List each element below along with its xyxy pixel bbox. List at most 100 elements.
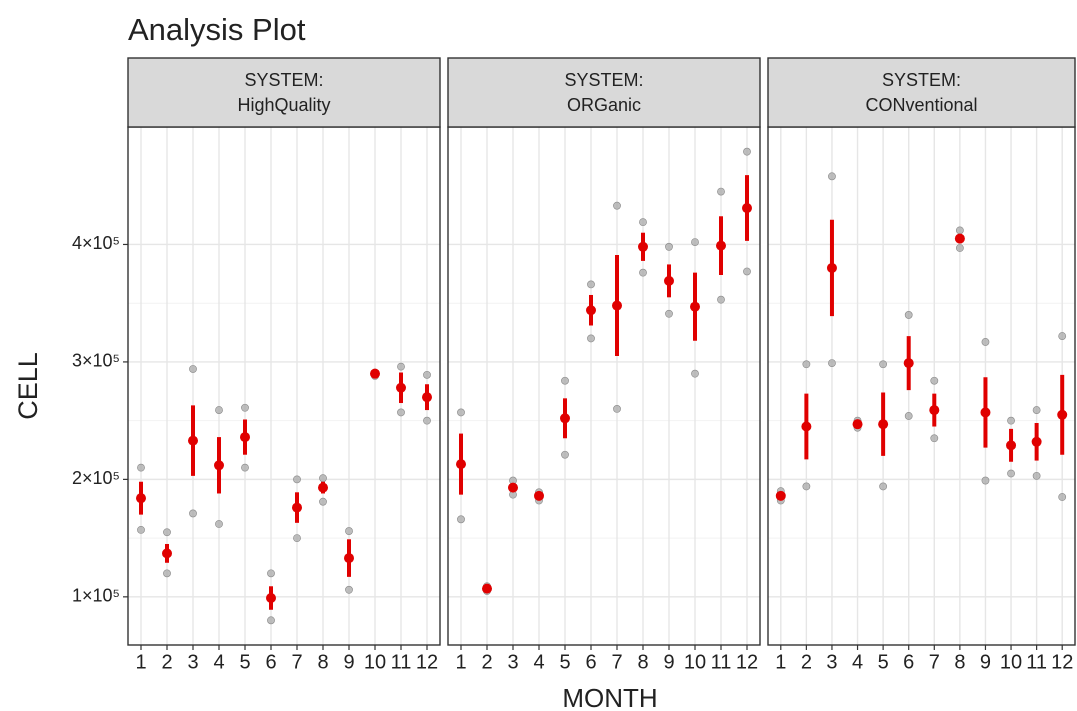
raw-point xyxy=(293,475,301,484)
raw-point xyxy=(1032,471,1041,480)
x-tick-label: 5 xyxy=(559,651,570,673)
raw-point xyxy=(319,474,327,483)
mean-point xyxy=(188,435,198,446)
raw-point xyxy=(457,408,465,417)
mean-point xyxy=(292,502,302,513)
raw-point xyxy=(345,527,353,535)
raw-point xyxy=(639,268,647,277)
x-tick-label: 12 xyxy=(736,651,758,673)
raw-point xyxy=(639,218,647,227)
raw-point xyxy=(137,463,145,472)
raw-point xyxy=(189,509,197,518)
raw-point xyxy=(587,280,595,289)
raw-point xyxy=(137,525,145,534)
mean-point xyxy=(534,490,544,501)
raw-point xyxy=(904,412,913,420)
raw-point xyxy=(1032,406,1041,414)
x-tick-label: 4 xyxy=(213,651,224,673)
x-tick-label: 9 xyxy=(663,651,674,673)
mean-point xyxy=(456,459,466,470)
raw-point xyxy=(215,406,223,414)
x-tick-label: 6 xyxy=(585,651,596,673)
x-tick-label: 1 xyxy=(135,651,146,673)
chart-title: Analysis Plot xyxy=(128,12,306,47)
raw-point xyxy=(1058,493,1067,501)
raw-point xyxy=(319,497,327,506)
raw-point xyxy=(1007,469,1015,478)
mean-point xyxy=(586,305,596,316)
raw-point xyxy=(397,362,405,371)
facet-variable: SYSTEM: xyxy=(564,70,643,90)
x-tick-label: 8 xyxy=(954,651,965,673)
mean-point xyxy=(929,405,940,416)
raw-point xyxy=(267,616,275,625)
mean-point xyxy=(852,419,863,430)
mean-point xyxy=(508,482,518,493)
mean-point xyxy=(214,460,224,471)
raw-point xyxy=(1058,332,1067,340)
y-tick-label: 2×10⁵ xyxy=(72,468,120,488)
mean-point xyxy=(826,262,837,273)
raw-point xyxy=(904,311,913,319)
mean-point xyxy=(980,407,991,418)
raw-point xyxy=(1007,416,1015,425)
x-tick-label: 6 xyxy=(265,651,276,673)
x-tick-label: 2 xyxy=(161,651,172,673)
raw-point xyxy=(981,476,990,485)
raw-point xyxy=(955,244,964,252)
mean-point xyxy=(638,241,648,252)
raw-point xyxy=(665,309,673,318)
mean-point xyxy=(482,583,492,594)
raw-point xyxy=(241,403,249,412)
raw-point xyxy=(267,569,275,578)
x-tick-label: 8 xyxy=(317,651,328,673)
x-tick-label: 9 xyxy=(980,651,991,673)
mean-point xyxy=(742,203,752,214)
raw-point xyxy=(930,376,939,385)
x-tick-label: 6 xyxy=(903,651,914,673)
mean-point xyxy=(318,482,328,493)
raw-point xyxy=(743,267,751,276)
mean-point xyxy=(162,548,172,559)
panel-background xyxy=(128,127,440,645)
x-tick-label: 2 xyxy=(801,651,812,673)
x-tick-label: 7 xyxy=(611,651,622,673)
raw-point xyxy=(613,405,621,413)
raw-point xyxy=(828,359,836,367)
x-tick-label: 10 xyxy=(364,651,386,673)
facet-strip xyxy=(127,57,441,128)
mean-point xyxy=(266,593,276,604)
mean-point xyxy=(716,240,726,251)
x-tick-label: 12 xyxy=(416,651,438,673)
mean-point xyxy=(903,358,914,369)
raw-point xyxy=(717,295,725,304)
x-tick-label: 1 xyxy=(775,651,786,673)
y-tick-label: 3×10⁵ xyxy=(72,351,120,371)
panel-background xyxy=(768,127,1075,645)
x-tick-label: 8 xyxy=(637,651,648,673)
mean-point xyxy=(1057,409,1068,420)
raw-point xyxy=(981,338,990,346)
raw-point xyxy=(665,242,673,251)
raw-point xyxy=(163,528,171,537)
mean-point xyxy=(954,233,965,244)
x-tick-label: 4 xyxy=(533,651,544,673)
raw-point xyxy=(802,482,811,491)
x-tick-label: 7 xyxy=(929,651,940,673)
raw-point xyxy=(587,334,595,343)
mean-point xyxy=(240,432,250,443)
raw-point xyxy=(828,172,836,181)
mean-point xyxy=(370,368,380,379)
raw-point xyxy=(691,369,699,378)
raw-point xyxy=(930,434,939,443)
y-axis-label: CELL xyxy=(13,352,43,420)
x-tick-label: 11 xyxy=(711,651,732,673)
x-tick-label: 10 xyxy=(684,651,706,673)
facet-label: CONventional xyxy=(865,95,977,115)
x-tick-label: 11 xyxy=(391,651,412,673)
facet-label: HighQuality xyxy=(237,95,330,115)
mean-point xyxy=(775,490,786,501)
mean-point xyxy=(612,300,622,311)
mean-point xyxy=(690,301,700,312)
x-tick-label: 5 xyxy=(878,651,889,673)
